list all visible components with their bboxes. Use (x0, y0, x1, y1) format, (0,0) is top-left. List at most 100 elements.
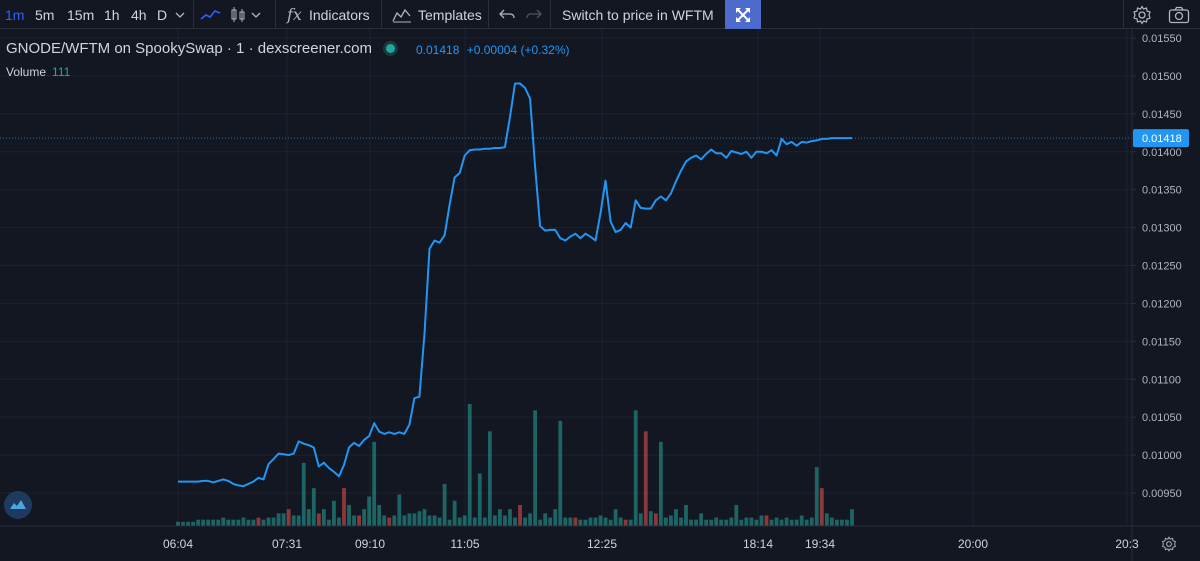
redo-button[interactable] (526, 0, 542, 29)
volume-bar (729, 517, 734, 526)
volume-bar (246, 519, 251, 526)
price-change-readout: 0.01418 +0.00004 (+0.32%) (416, 43, 569, 57)
volume-bar (482, 517, 487, 526)
volume-bar (623, 519, 628, 526)
volume-bar (689, 519, 693, 526)
volume-bar (769, 519, 774, 526)
volume-bar (799, 515, 804, 526)
volume-bar (316, 513, 321, 526)
switch-price-button[interactable]: Switch to price in WFTM (562, 6, 714, 23)
chevron-down-icon (251, 12, 261, 18)
interval-15m[interactable]: 15m (67, 6, 95, 23)
volume-bar (809, 517, 814, 526)
volume-bar (845, 519, 849, 526)
volume-bar (281, 513, 286, 526)
volume-bar (508, 509, 512, 526)
volume-bar (206, 519, 211, 526)
chart-type-line-button[interactable] (200, 0, 222, 29)
volume-bar (326, 519, 331, 526)
volume-bar (674, 509, 678, 526)
screenshot-button[interactable] (1168, 0, 1190, 29)
y-axis-label: 0.00950 (1142, 488, 1182, 500)
indicators-button[interactable]: fx Indicators (287, 5, 370, 24)
volume-bar (191, 521, 195, 526)
volume-bar (583, 519, 588, 526)
volume-bar (754, 519, 759, 526)
volume-bar (397, 494, 402, 526)
y-axis-label: 0.01350 (1142, 185, 1182, 197)
x-axis-label: 06:04 (163, 537, 193, 551)
volume-bar (291, 515, 296, 526)
chart-type-dropdown[interactable] (251, 0, 261, 29)
y-axis-label: 0.01500 (1142, 71, 1182, 83)
settings-button[interactable] (1132, 0, 1152, 29)
fullscreen-button[interactable] (725, 0, 761, 29)
volume-bar (538, 519, 543, 526)
volume-bar (321, 509, 326, 526)
interval-d[interactable]: D (157, 6, 168, 23)
volume-bar (417, 511, 422, 526)
chart-type-candles-button[interactable] (229, 0, 247, 29)
volume-bar (638, 513, 643, 526)
dexscreener-logo-icon[interactable] (4, 491, 32, 519)
y-axis-label: 0.01100 (1142, 374, 1181, 386)
volume-bar (462, 515, 467, 526)
volume-bar (608, 519, 613, 526)
volume-bar (568, 517, 573, 526)
volume-bar (337, 517, 341, 526)
fullscreen-icon (736, 7, 750, 22)
volume-bar (387, 517, 392, 526)
y-axis-label: 0.01000 (1142, 450, 1182, 462)
volume-bar (578, 519, 583, 526)
price-chart[interactable]: 0.01550 0.01500 0.01450 0.01400 0.01350 0.013… (0, 29, 1200, 561)
volume-bar (467, 404, 472, 526)
volume-bar (779, 519, 784, 526)
line-chart-icon (200, 9, 221, 20)
camera-icon (1168, 6, 1190, 23)
volume-bar (332, 500, 336, 526)
volume-bar (286, 509, 291, 526)
volume-bar (342, 488, 346, 526)
interval-1h[interactable]: 1h (104, 6, 120, 23)
volume-bar (553, 509, 558, 526)
volume-bar (216, 519, 221, 526)
volume-bar (850, 509, 854, 526)
interval-5m[interactable]: 5m (35, 6, 55, 23)
volume-bar (814, 467, 819, 526)
volume-bar (588, 517, 593, 526)
volume-bar (784, 517, 789, 526)
volume-bar (487, 431, 492, 526)
volume-bar (704, 519, 709, 526)
volume-bar (301, 462, 306, 526)
current-price: 0.01418 (416, 43, 460, 57)
volume-bar (744, 517, 749, 526)
volume-bar (498, 509, 502, 526)
volume-bar (669, 515, 673, 526)
x-axis-label: 11:05 (450, 537, 479, 551)
volume-bar (432, 515, 437, 526)
volume-legend: Volume 111 (6, 65, 70, 79)
volume-bar (186, 521, 190, 526)
volume-bar (724, 519, 729, 526)
templates-icon (392, 8, 411, 22)
x-axis-label: 19:34 (805, 537, 835, 551)
volume-bar (835, 519, 839, 526)
axis-settings-button[interactable] (1158, 533, 1180, 555)
volume-bar (643, 431, 648, 526)
volume-bar (709, 519, 714, 526)
volume-bar (719, 519, 724, 526)
volume-bar (211, 519, 216, 526)
interval-dropdown[interactable] (175, 0, 185, 29)
volume-bar (653, 513, 658, 526)
volume-bar (306, 509, 311, 526)
templates-button[interactable]: Templates (392, 0, 482, 29)
volume-bar (829, 517, 834, 526)
volume-bar (201, 519, 206, 526)
interval-1m[interactable]: 1m (5, 6, 25, 23)
undo-button[interactable] (499, 0, 515, 29)
volume-bar (794, 519, 799, 526)
volume-bar (513, 517, 517, 526)
live-status-dot (386, 44, 395, 53)
volume-bar (633, 410, 638, 526)
interval-4h[interactable]: 4h (131, 6, 147, 23)
